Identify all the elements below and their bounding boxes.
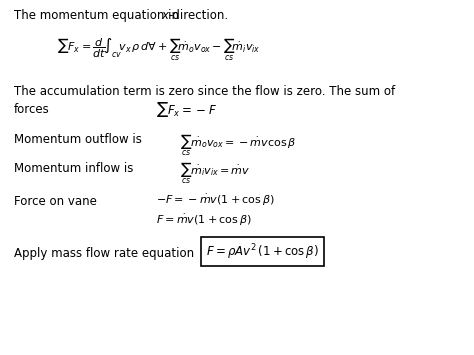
Text: Momentum inflow is: Momentum inflow is	[14, 162, 134, 175]
Text: $\sum_{cs}\dot{m}_i v_{ix} = \dot{m}v$: $\sum_{cs}\dot{m}_i v_{ix} = \dot{m}v$	[180, 161, 251, 186]
Text: -direction.: -direction.	[169, 9, 229, 22]
Text: Momentum outflow is: Momentum outflow is	[14, 133, 142, 146]
Text: $F = \dot{m}v(1+\cos\beta)$: $F = \dot{m}v(1+\cos\beta)$	[156, 213, 252, 228]
Text: x: x	[162, 9, 169, 22]
Text: $F = \rho Av^2\,(1+\cos\beta)$: $F = \rho Av^2\,(1+\cos\beta)$	[206, 242, 319, 262]
Text: Force on vane: Force on vane	[14, 195, 97, 208]
Text: $\sum_{cs}\dot{m}_o v_{ox} = -\dot{m}v\cos\beta$: $\sum_{cs}\dot{m}_o v_{ox} = -\dot{m}v\c…	[180, 132, 297, 158]
Text: Apply mass flow rate equation: Apply mass flow rate equation	[14, 247, 194, 260]
Text: The momentum equation in x-direction.: The momentum equation in x-direction.	[0, 354, 1, 355]
Text: The accumulation term is zero since the flow is zero. The sum of: The accumulation term is zero since the …	[14, 85, 395, 98]
Text: $\sum F_x = -F$: $\sum F_x = -F$	[156, 100, 217, 119]
Text: forces: forces	[14, 103, 50, 116]
Text: $-F = -\dot{m}v(1+\cos\beta)$: $-F = -\dot{m}v(1+\cos\beta)$	[156, 192, 275, 208]
Text: $\sum F_x = \dfrac{d}{dt}\!\int_{cv}\! v_x\,\rho\,d\forall + \sum_{cs}\!\dot{m}_: $\sum F_x = \dfrac{d}{dt}\!\int_{cv}\! v…	[57, 37, 260, 64]
Text: The momentum equation in: The momentum equation in	[14, 9, 183, 22]
